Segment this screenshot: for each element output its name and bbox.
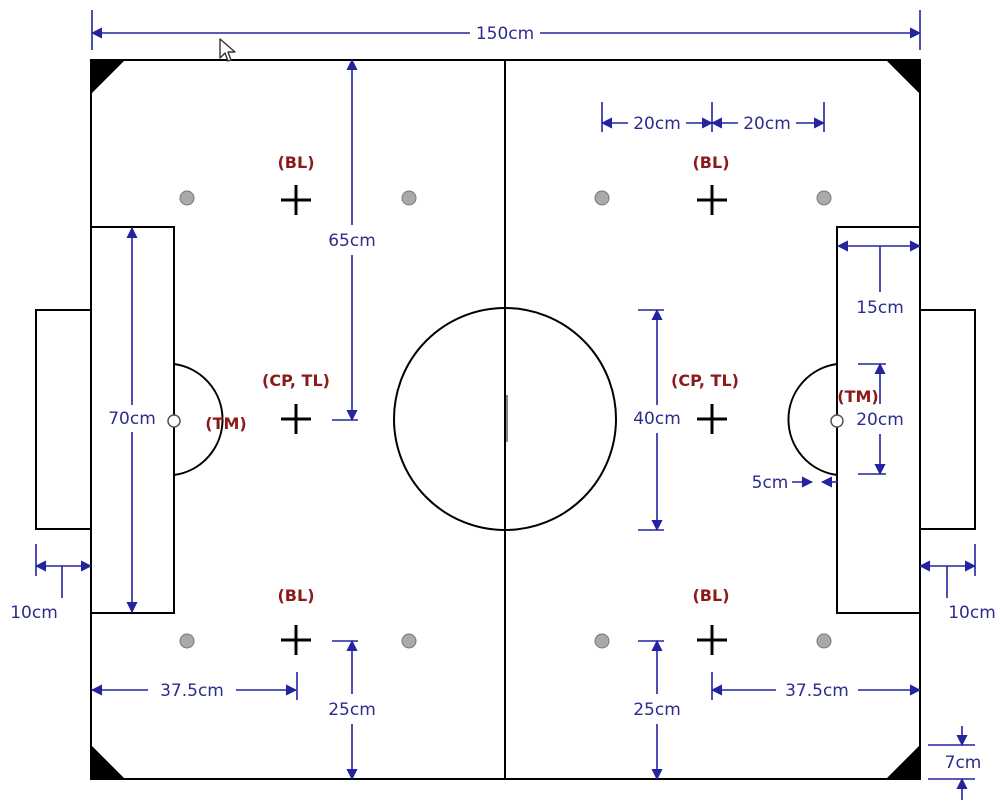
dim-spot-spacing-b: 20cm	[743, 114, 791, 134]
spot	[594, 633, 610, 649]
dim-corner-size: 7cm	[945, 753, 982, 773]
position-cross	[281, 625, 311, 655]
role-right-center: (CP, TL)	[671, 371, 739, 390]
goal-right	[919, 309, 976, 530]
role-left-goal-marker: (TM)	[205, 414, 246, 433]
dim-spot-from-goal-left: 37.5cm	[160, 681, 224, 701]
dim-spot-from-side-right: 25cm	[633, 700, 681, 720]
position-cross	[697, 185, 727, 215]
dim-goal-area-height: 70cm	[108, 409, 156, 429]
role-left-bottom: (BL)	[277, 586, 314, 605]
spot	[816, 633, 832, 649]
spot	[179, 190, 195, 206]
dim-goal-depth-left: 10cm	[10, 603, 58, 623]
corner-bottom-left	[91, 745, 125, 779]
center-circle	[393, 307, 617, 531]
corner-top-right	[886, 60, 920, 94]
dim-penalty-arc-height: 20cm	[856, 410, 904, 430]
position-cross	[281, 404, 311, 434]
dim-spot-spacing-a: 20cm	[633, 114, 681, 134]
spot	[594, 190, 610, 206]
spot	[816, 190, 832, 206]
role-right-bottom: (BL)	[692, 586, 729, 605]
dim-circle-diameter: 40cm	[633, 409, 681, 429]
role-right-goal-marker: (TM)	[837, 387, 878, 406]
dim-spot-from-goal-right: 37.5cm	[785, 681, 849, 701]
dim-spot-depth: 65cm	[328, 231, 376, 251]
corner-top-left	[91, 60, 125, 94]
goal-marker-right	[830, 414, 844, 428]
dim-goal-depth-right: 10cm	[948, 603, 996, 623]
position-cross-group	[281, 185, 727, 655]
penalty-arc-left	[173, 363, 224, 476]
position-cross	[697, 404, 727, 434]
role-left-center: (CP, TL)	[262, 371, 330, 390]
role-left-top: (BL)	[277, 153, 314, 172]
spot	[401, 190, 417, 206]
dim-spot-from-side-left: 25cm	[328, 700, 376, 720]
spot	[401, 633, 417, 649]
goal-marker-left	[167, 414, 181, 428]
spot	[179, 633, 195, 649]
dim-total-width: 150cm	[476, 24, 534, 44]
corner-bottom-right	[886, 745, 920, 779]
spot-group	[179, 190, 832, 649]
role-right-top: (BL)	[692, 153, 729, 172]
dim-goal-area-depth: 15cm	[856, 298, 904, 318]
dim-arc-gap: 5cm	[752, 473, 789, 493]
position-cross	[281, 185, 311, 215]
goal-left	[35, 309, 92, 530]
mouse-cursor-icon	[219, 38, 236, 62]
penalty-arc-right	[787, 363, 838, 476]
position-cross	[697, 625, 727, 655]
